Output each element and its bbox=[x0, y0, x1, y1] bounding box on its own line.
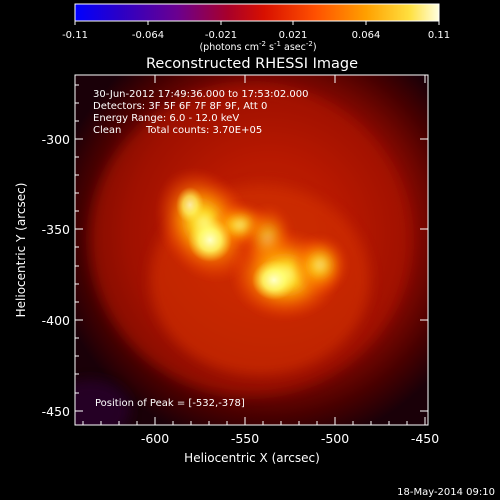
colorbar-tick-label-1: -0.064 bbox=[132, 30, 164, 41]
y-axis-label: Heliocentric Y (arcsec) bbox=[14, 183, 28, 318]
colorbar-tick-label-2: -0.021 bbox=[205, 30, 237, 41]
plot-frame bbox=[74, 74, 429, 426]
y-tick-label-0: -300 bbox=[42, 132, 70, 147]
y-axis-ticks bbox=[75, 84, 428, 412]
annotation-energy: Energy Range: 6.0 - 12.0 keV bbox=[93, 113, 239, 124]
annotation-detectors: Detectors: 3F 5F 6F 7F 8F 9F, Att 0 bbox=[93, 101, 267, 112]
plot-title: Reconstructed RHESSI Image bbox=[146, 56, 358, 72]
rhessi-image bbox=[75, 75, 428, 425]
x-tick-label-0: -600 bbox=[141, 431, 169, 446]
y-tick-label-1: -350 bbox=[42, 222, 70, 237]
colorbar-units: (photons cm-2 s-1 asec-2) bbox=[199, 40, 316, 53]
colorbar-tick-label-3: 0.021 bbox=[279, 30, 308, 41]
colorbar-tick-label-5: 0.11 bbox=[428, 30, 450, 41]
x-tick-label-2: -500 bbox=[321, 431, 349, 446]
annotation-time-range: 30-Jun-2012 17:49:36.000 to 17:53:02.000 bbox=[93, 89, 309, 100]
colorbar-tick-label-4: 0.064 bbox=[352, 30, 381, 41]
x-axis-label: Heliocentric X (arcsec) bbox=[184, 451, 320, 465]
colorbar bbox=[75, 4, 439, 21]
colorbar-ticks bbox=[74, 21, 440, 25]
y-tick-label-3: -450 bbox=[42, 404, 70, 419]
footer-date: 18-May-2014 09:10 bbox=[397, 487, 495, 498]
y-tick-label-2: -400 bbox=[42, 313, 70, 328]
colorbar-tick-label-0: -0.11 bbox=[62, 30, 88, 41]
colorbar-frame bbox=[74, 3, 440, 22]
x-tick-label-3: -450 bbox=[411, 431, 439, 446]
annotation-peak-position: Position of Peak = [-532,-378] bbox=[95, 398, 245, 409]
x-tick-label-1: -550 bbox=[231, 431, 259, 446]
annotation-algorithm: Clean bbox=[93, 125, 121, 136]
x-axis-ticks bbox=[82, 75, 426, 425]
annotation-total-counts: Total counts: 3.70E+05 bbox=[145, 125, 262, 136]
